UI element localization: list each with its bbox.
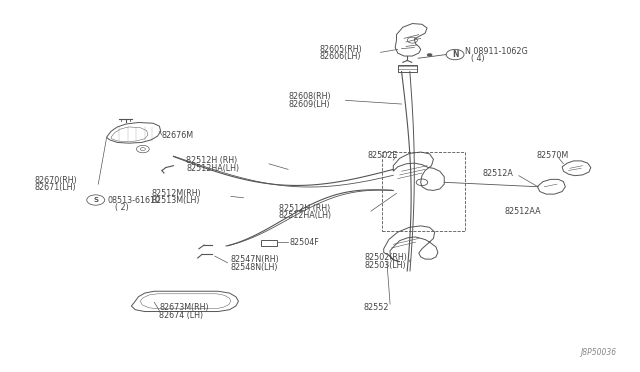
Text: J8P50036: J8P50036 — [580, 347, 616, 357]
Text: ( 2): ( 2) — [115, 203, 129, 212]
Text: 82674 (LH): 82674 (LH) — [159, 311, 204, 320]
Text: 82512HA(LH): 82512HA(LH) — [278, 211, 332, 220]
Text: S: S — [93, 197, 98, 203]
Bar — [383, 152, 465, 231]
Text: 82503(LH): 82503(LH) — [365, 261, 406, 270]
Text: 82606(LH): 82606(LH) — [320, 52, 362, 61]
Text: 82547N(RH): 82547N(RH) — [231, 254, 280, 264]
Text: 82502(RH): 82502(RH) — [365, 253, 408, 263]
Bar — [397, 65, 417, 71]
Text: 82673M(RH): 82673M(RH) — [159, 303, 209, 312]
Text: 82552: 82552 — [364, 302, 389, 312]
Text: 82512HA(LH): 82512HA(LH) — [186, 164, 239, 173]
Text: 82608(RH): 82608(RH) — [288, 92, 331, 101]
Bar — [261, 240, 277, 246]
Circle shape — [427, 54, 432, 57]
Text: 82512M(RH): 82512M(RH) — [151, 189, 201, 198]
Text: N 08911-1062G: N 08911-1062G — [465, 47, 528, 56]
Text: 82671(LH): 82671(LH) — [35, 183, 76, 192]
Text: 82676M: 82676M — [162, 131, 194, 140]
Text: ( 4): ( 4) — [471, 54, 484, 63]
Text: 82670(RH): 82670(RH) — [35, 176, 77, 185]
Text: 82609(LH): 82609(LH) — [288, 100, 330, 109]
Text: 82502E: 82502E — [368, 151, 398, 160]
Text: 82512H (RH): 82512H (RH) — [278, 203, 330, 213]
Text: 82513M(LH): 82513M(LH) — [151, 196, 200, 205]
Text: 82548N(LH): 82548N(LH) — [231, 263, 278, 272]
Text: 82512H (RH): 82512H (RH) — [186, 156, 237, 166]
Text: 82570M: 82570M — [537, 151, 569, 160]
Text: 82605(RH): 82605(RH) — [320, 45, 363, 54]
Text: 08513-61610: 08513-61610 — [107, 196, 160, 205]
Text: 82512A: 82512A — [483, 169, 513, 177]
Text: 82512AA: 82512AA — [505, 206, 541, 216]
Text: N: N — [452, 50, 458, 59]
Text: 82504F: 82504F — [289, 238, 319, 247]
